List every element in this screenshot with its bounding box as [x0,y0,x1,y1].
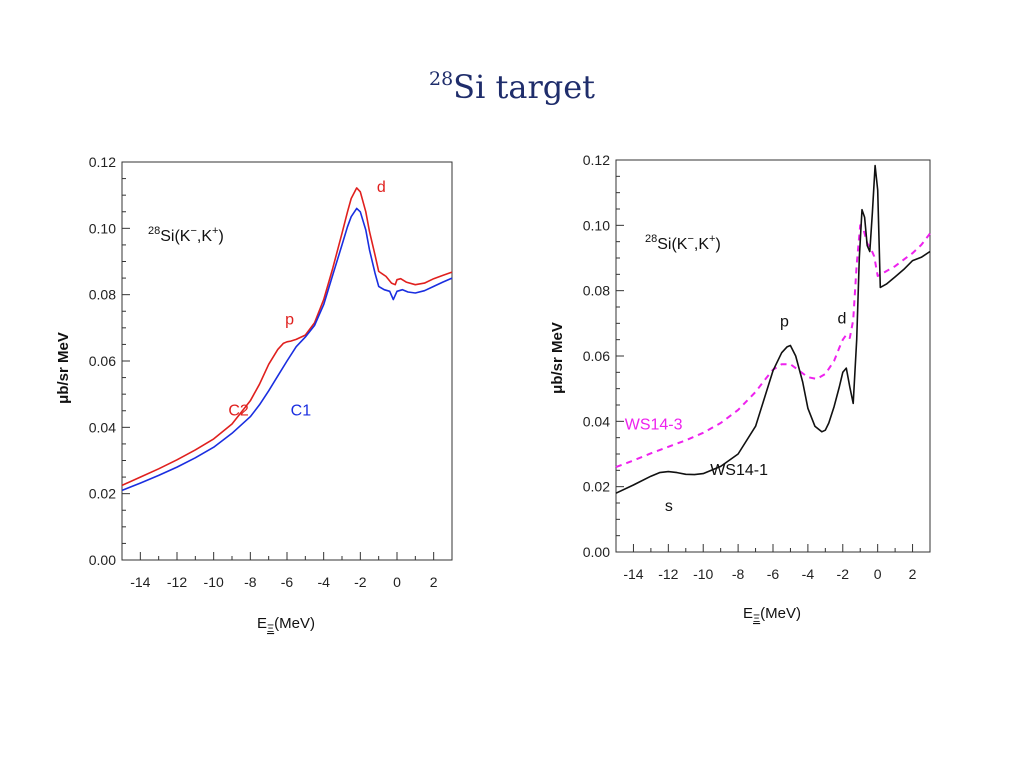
right-annotation-p: p [780,314,789,331]
right-series-ws14-1-line [615,164,931,494]
right-x-tick-label: -2 [837,566,850,582]
right-y-tick-label: 0.02 [583,479,610,495]
left-x-tick-label: -14 [130,574,150,590]
left-annotation-c2: C2 [228,403,249,420]
title-mass-number: 28 [428,68,454,90]
left-x-tick-label: -12 [167,574,187,590]
slide-title: 28Si target [0,68,1024,106]
right-x-tick-label: -10 [693,566,713,582]
left-series-c2-line [121,187,453,487]
left-y-tick-label: 0.02 [89,486,116,502]
left-series-c1-line [121,207,453,492]
right-series-ws14-3-line [615,224,931,469]
right-y-tick-label: 0.04 [583,413,610,429]
right-y-tick-label: 0.10 [583,217,610,233]
right-y-tick-label: 0.06 [583,348,610,364]
right-reaction-label: 28Si(K−,K+) [645,233,721,253]
left-annotation-p: p [285,312,294,329]
right-x-tick-label: -14 [623,566,643,582]
left-y-tick-label: 0.04 [89,419,116,435]
left-x-tick-label: 0 [393,574,401,590]
right-x-tick-label: 0 [874,566,882,582]
left-x-tick-label: -2 [354,574,367,590]
right-x-axis-label: EΞ(MeV) [743,605,801,625]
left-x-tick-label: -4 [317,574,330,590]
right-x-tick-label: -8 [732,566,745,582]
left-y-tick-label: 0.10 [89,220,116,236]
left-x-tick-label: -6 [281,574,294,590]
left-annotation-c1: C1 [291,403,312,420]
title-text: Si target [453,68,596,106]
right-y-tick-label: 0.08 [583,283,610,299]
left-x-axis-label: EΞ(MeV) [257,615,315,635]
right-x-tick-label: -12 [658,566,678,582]
right-x-tick-label: 2 [909,566,917,582]
right-y-axis-label: μb/sr MeV [549,322,566,394]
left-chart: 28Si(K−,K+) EΞ(MeV) μb/sr MeV 0.00 0.02 0.… [55,154,453,635]
left-x-tick-label: -8 [244,574,257,590]
right-annotation-s: s [665,498,673,515]
right-y-tick-label: 0.12 [583,152,610,168]
left-y-axis-label: μb/sr MeV [55,332,72,404]
left-x-tick-label: -10 [204,574,224,590]
right-annotation-ws14-1: WS14-1 [710,462,768,479]
right-annotation-d: d [838,310,847,327]
left-y-tick-label: 0.08 [89,287,116,303]
left-y-tick-label: 0.12 [89,154,116,170]
right-chart: 28Si(K−,K+) EΞ(MeV) μb/sr MeV 0.00 0.02 0.… [549,152,931,625]
left-y-tick-label: 0.00 [89,552,116,568]
right-x-tick-label: -4 [802,566,815,582]
left-reaction-label: 28Si(K−,K+) [148,225,224,245]
right-x-tick-label: -6 [767,566,780,582]
right-annotation-ws14-3: WS14-3 [625,417,683,434]
right-y-tick-label: 0.00 [583,544,610,560]
left-annotation-d: d [377,179,386,196]
left-x-tick-label: 2 [430,574,438,590]
right-plot-frame [615,159,931,553]
left-y-tick-label: 0.06 [89,353,116,369]
